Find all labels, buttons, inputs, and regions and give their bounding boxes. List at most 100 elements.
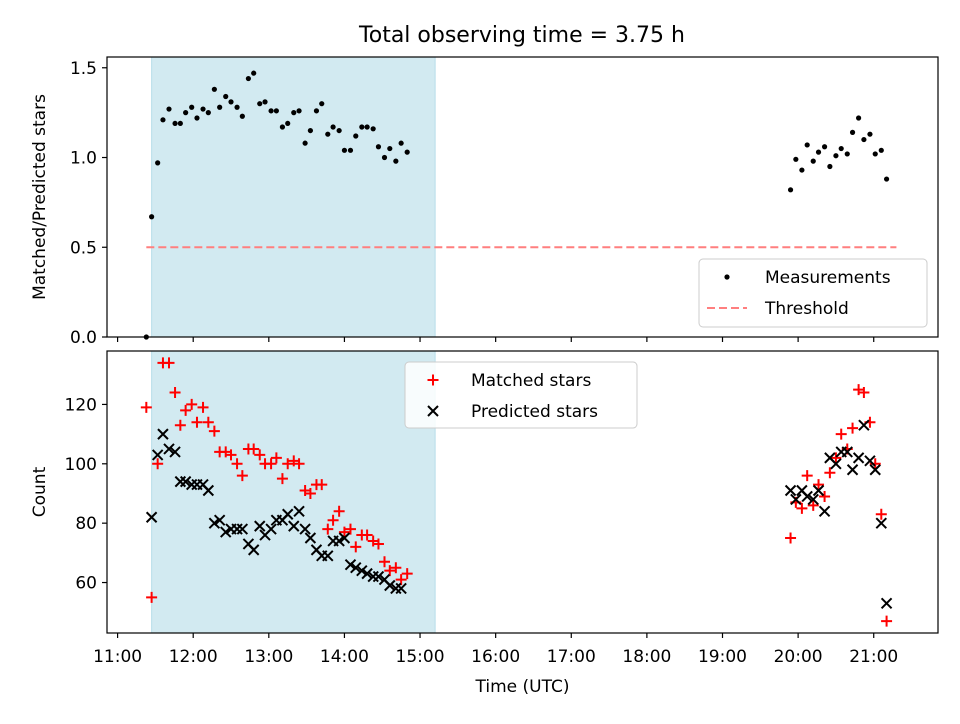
predicted-star-point [869, 464, 881, 476]
measurement-point [166, 106, 172, 112]
matched-star-point [146, 591, 158, 603]
matched-star-point [163, 357, 175, 369]
matched-star-point [395, 574, 407, 586]
predicted-star-point [213, 514, 226, 526]
measurement-point [149, 214, 155, 220]
measurement-point [799, 167, 805, 173]
measurement-point [262, 99, 268, 105]
matched-star-point [236, 470, 248, 482]
axes-frame [106, 350, 939, 634]
predicted-star-point [818, 505, 831, 518]
measurement-point [285, 120, 291, 127]
measurement-point [205, 110, 211, 116]
matched-star-point [265, 458, 277, 470]
shaded-span [151, 56, 436, 338]
legend-label: Measurements [765, 268, 891, 288]
y-tick-label: 120 [65, 395, 97, 415]
predicted-star-point [846, 464, 859, 476]
measurement-point [878, 147, 884, 153]
measurement-point [189, 104, 195, 110]
matched-star-point [361, 529, 373, 541]
legend-label: Matched stars [471, 371, 591, 391]
y-axis-label: Count [30, 466, 50, 517]
predicted-star-point [208, 517, 221, 529]
predicted-star-point [350, 561, 362, 574]
matched-star-point [197, 401, 209, 413]
x-axis-label: Time (UTC) [475, 677, 570, 697]
predicted-star-point [858, 419, 870, 431]
predicted-star-point [344, 559, 357, 571]
measurement-point [398, 140, 404, 146]
y-tick-label: 1.5 [70, 59, 97, 79]
matched-star-point [316, 479, 328, 491]
measurement-point [268, 108, 274, 114]
predicted-star-point [163, 443, 175, 455]
measurement-point [302, 140, 308, 146]
y-axis-label: Matched/Predicted stars [30, 94, 50, 300]
measurement-point [223, 93, 229, 100]
matched-star-point [350, 541, 362, 553]
measurement-point [211, 86, 217, 92]
predicted-star-point [254, 520, 266, 532]
predicted-star-point [288, 520, 300, 532]
measurement-point [177, 120, 183, 127]
measurement-point [313, 108, 320, 114]
matched-star-point [858, 387, 870, 399]
predicted-star-point [299, 523, 311, 535]
measurement-point [296, 108, 302, 114]
predicted-star-point [304, 532, 317, 544]
measurement-point [172, 120, 178, 127]
legend-marker-matched [427, 374, 439, 386]
measurement-point [787, 187, 794, 193]
predicted-star-point [864, 455, 876, 467]
matched-star-point [254, 449, 266, 461]
predicted-star-point [812, 484, 825, 497]
measurement-point [827, 163, 833, 170]
measurement-point [234, 104, 240, 110]
matched-star-point [401, 568, 413, 580]
measurement-point [856, 115, 862, 121]
matched-star-point [881, 615, 893, 627]
matched-star-point [847, 422, 859, 434]
x-tick-label: 11:00 [93, 647, 142, 667]
matched-star-point [813, 479, 825, 491]
measurement-point [155, 160, 161, 166]
y-tick-label: 0.5 [70, 238, 97, 258]
x-tick-label: 12:00 [169, 647, 218, 667]
y-tick-label: 0.0 [70, 328, 97, 348]
predicted-star-point [333, 535, 345, 547]
measurement-point [883, 176, 890, 182]
predicted-star-point [801, 490, 813, 503]
predicted-star-point [202, 484, 215, 497]
measurement-point [273, 108, 279, 114]
measurement-point [183, 110, 189, 116]
y-tick-label: 60 [75, 574, 97, 594]
matched-star-point [270, 452, 282, 464]
chart-title: Total observing time = 3.75 h [358, 23, 685, 48]
x-tick-label: 21:00 [849, 647, 898, 667]
matched-star-point [191, 416, 203, 428]
predicted-star-point [395, 582, 407, 595]
predicted-star-point [790, 493, 802, 506]
measurement-point [194, 115, 200, 121]
measurement-point [245, 75, 251, 82]
measurement-point [815, 149, 822, 155]
predicted-star-point [356, 564, 368, 577]
matched-star-point [379, 556, 391, 568]
x-tick-label: 16:00 [471, 647, 520, 667]
measurement-point [793, 156, 799, 162]
y-tick-label: 1.0 [70, 149, 97, 169]
measurement-point [844, 151, 850, 157]
predicted-star-point [361, 567, 373, 580]
matched-star-point [225, 449, 237, 461]
legend-marker-predicted [427, 405, 439, 417]
matched-star-point [208, 425, 220, 437]
panel-bottom: 60 80 100 120 11:00 12:00 13:00 14:00 15:00 16:00… [30, 350, 939, 697]
panel-top: 0.0 0.5 1.0 1.5 Matched/Predicted stars Measu… [30, 56, 939, 348]
legend-marker-measurements [724, 274, 730, 280]
matched-star-point [344, 523, 356, 535]
predicted-star-point [841, 446, 853, 458]
legend-label: Predicted stars [471, 402, 598, 422]
